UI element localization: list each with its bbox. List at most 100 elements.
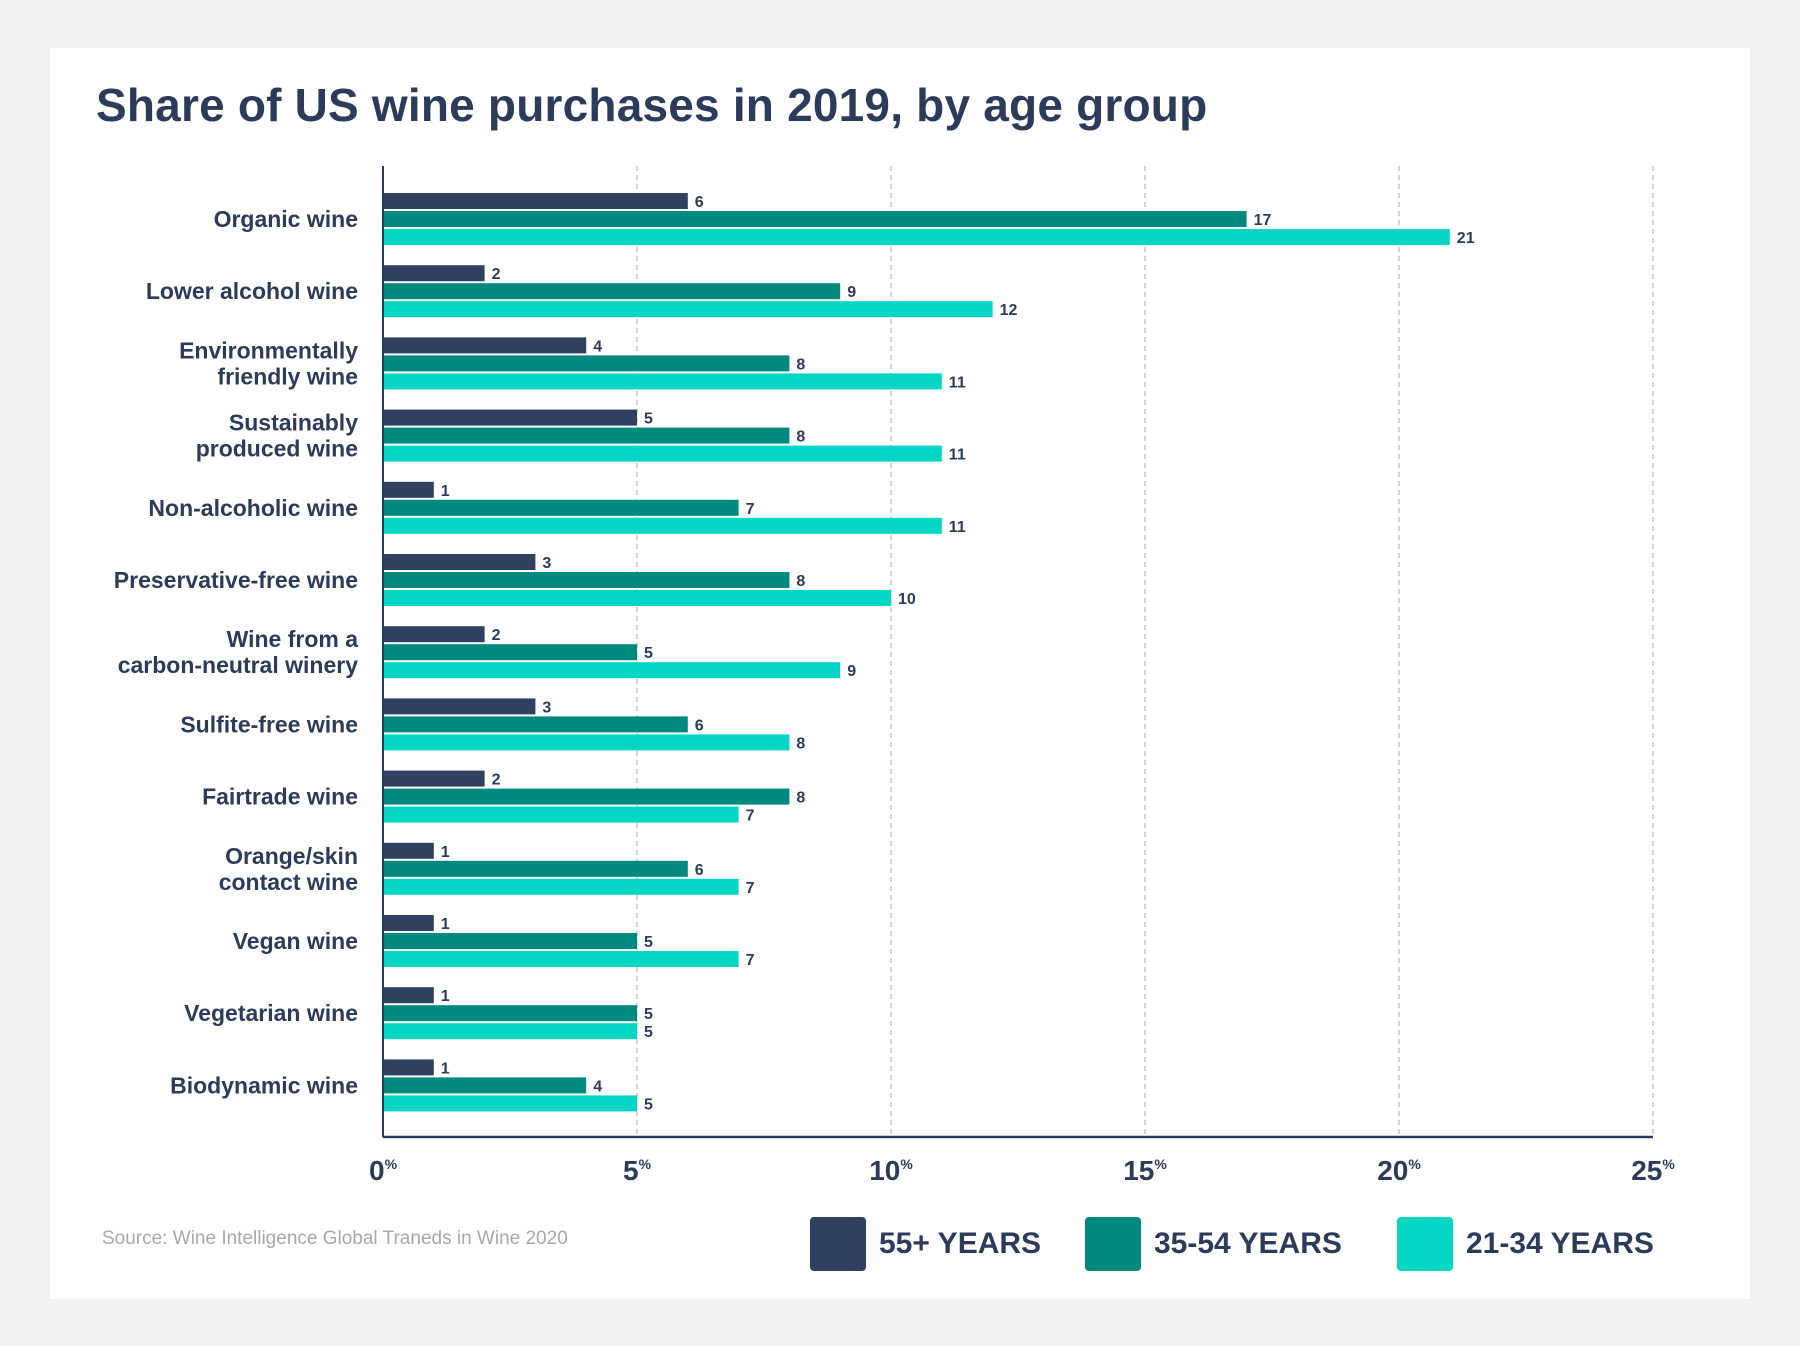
category-label: produced wine xyxy=(196,436,358,462)
bar xyxy=(383,734,790,751)
category-label: Orange/skin xyxy=(225,843,358,869)
category-label: Fairtrade wine xyxy=(202,784,358,810)
data-label: 5 xyxy=(644,1024,653,1041)
category-label: Organic wine xyxy=(214,206,358,232)
legend-swatch xyxy=(1397,1217,1453,1271)
legend-item-55-plus: 55+ YEARS xyxy=(810,1217,1041,1271)
tick-suffix: % xyxy=(1662,1156,1675,1172)
data-label: 2 xyxy=(492,266,501,283)
bar xyxy=(383,915,434,931)
legend-item-21-34: 21-34 YEARS xyxy=(1397,1217,1654,1271)
legend-item-35-54: 35-54 YEARS xyxy=(1085,1217,1342,1271)
bar xyxy=(383,644,637,661)
data-label: 8 xyxy=(796,790,805,807)
bar xyxy=(383,409,637,426)
bar xyxy=(383,445,942,462)
data-label: 8 xyxy=(796,429,805,446)
bar xyxy=(383,806,739,823)
data-label: 1 xyxy=(441,844,450,861)
data-label: 5 xyxy=(644,934,653,951)
data-label: 8 xyxy=(796,356,805,373)
bar xyxy=(383,590,891,606)
data-label: 11 xyxy=(949,519,966,536)
bar xyxy=(383,427,790,444)
data-label: 1 xyxy=(441,988,450,1005)
data-label: 6 xyxy=(695,717,704,734)
bar xyxy=(383,337,587,354)
bar xyxy=(383,554,536,570)
bar xyxy=(383,301,993,318)
legend-swatch xyxy=(1085,1217,1141,1271)
bar xyxy=(383,1095,637,1112)
category-label: Sulfite-free wine xyxy=(180,711,358,737)
data-label: 3 xyxy=(542,699,551,716)
data-label: 10 xyxy=(898,591,916,608)
bar xyxy=(383,572,790,588)
data-label: 5 xyxy=(644,1096,653,1113)
data-label: 11 xyxy=(949,374,966,391)
category-label: Preservative-free wine xyxy=(114,567,358,593)
bar xyxy=(383,951,739,967)
chart-title: Share of US wine purchases in 2019, by a… xyxy=(96,79,1208,131)
bar xyxy=(383,193,688,209)
data-label: 7 xyxy=(746,501,755,518)
source-note: Source: Wine Intelligence Global Traneds… xyxy=(102,1228,568,1249)
bar xyxy=(383,1005,637,1022)
data-label: 3 xyxy=(542,555,551,572)
legend-label: 35-54 YEARS xyxy=(1154,1227,1342,1260)
data-label: 2 xyxy=(492,772,501,789)
data-label: 9 xyxy=(847,284,856,301)
category-label: Lower alcohol wine xyxy=(146,278,358,304)
chart-card xyxy=(50,48,1750,1299)
category-label: Environmentally xyxy=(179,337,358,363)
bar xyxy=(383,499,739,516)
category-label: contact wine xyxy=(219,869,358,895)
data-label: 12 xyxy=(1000,302,1018,319)
bar xyxy=(383,842,434,859)
bar xyxy=(383,987,434,1004)
x-tick-label: 0% xyxy=(369,1155,398,1186)
data-label: 17 xyxy=(1254,212,1272,229)
data-label: 8 xyxy=(796,735,805,752)
x-tick-label: 10% xyxy=(869,1155,913,1186)
bar xyxy=(383,770,485,787)
category-label: Biodynamic wine xyxy=(170,1072,358,1098)
category-label: Sustainably xyxy=(229,410,358,436)
data-label: 9 xyxy=(847,663,856,680)
category-label: Vegetarian wine xyxy=(184,1000,358,1026)
bar xyxy=(383,878,739,895)
data-label: 7 xyxy=(746,808,755,825)
x-tick-label: 20% xyxy=(1377,1155,1421,1186)
bar xyxy=(383,355,790,372)
legend-label: 21-34 YEARS xyxy=(1466,1227,1654,1260)
data-label: 6 xyxy=(695,862,704,879)
data-label: 5 xyxy=(644,1006,653,1023)
tick-suffix: % xyxy=(385,1156,398,1172)
category-label: Wine from a xyxy=(227,626,359,652)
bar xyxy=(383,1077,587,1094)
bar xyxy=(383,517,942,534)
bar xyxy=(383,265,485,282)
tick-suffix: % xyxy=(900,1156,913,1172)
data-label: 6 xyxy=(695,194,704,211)
data-label: 1 xyxy=(441,483,450,500)
data-label: 7 xyxy=(746,952,755,969)
bar xyxy=(383,1023,637,1040)
data-label: 2 xyxy=(492,627,501,644)
bar xyxy=(383,933,637,949)
legend-swatch xyxy=(810,1217,866,1271)
legend-label: 55+ YEARS xyxy=(879,1227,1042,1260)
x-tick-label: 15% xyxy=(1123,1155,1167,1186)
bar xyxy=(383,211,1247,227)
bar xyxy=(383,662,841,679)
bar xyxy=(383,283,841,300)
data-label: 1 xyxy=(441,916,450,933)
bar xyxy=(383,373,942,390)
bar xyxy=(383,229,1450,245)
bar xyxy=(383,481,434,498)
data-label: 1 xyxy=(441,1060,450,1077)
data-label: 21 xyxy=(1457,230,1475,247)
bar xyxy=(383,716,688,733)
x-tick-label: 5% xyxy=(623,1155,652,1186)
